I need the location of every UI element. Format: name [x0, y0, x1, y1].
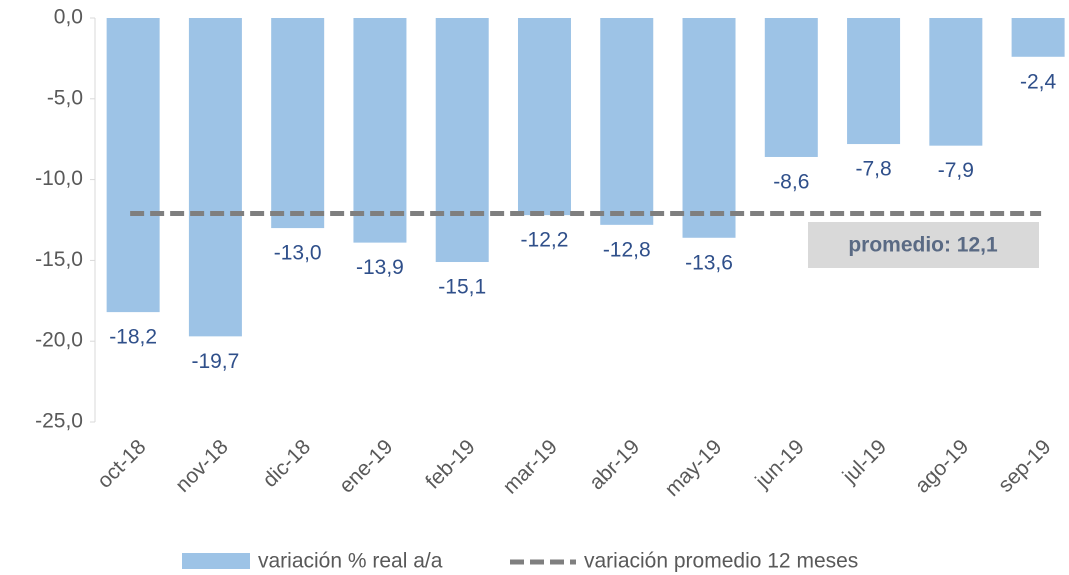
value-label: -18,2 — [109, 326, 157, 349]
y-tick-label: -10,0 — [35, 167, 83, 190]
y-tick-label: -20,0 — [35, 329, 83, 352]
value-label: -7,8 — [855, 158, 891, 181]
annotation: promedio: 12,1 — [848, 234, 998, 257]
bar — [1011, 18, 1065, 57]
bar — [435, 18, 489, 263]
y-tick-label: -25,0 — [35, 410, 83, 433]
x-tick-label: abr-19 — [585, 435, 644, 494]
x-tick-label: ene-19 — [335, 435, 398, 498]
x-tick-label: jun-19 — [750, 435, 808, 493]
x-tick-label: jul-19 — [838, 435, 891, 488]
annotation-box — [808, 222, 1039, 268]
x-tick-label: sep-19 — [994, 435, 1056, 497]
value-label: -13,6 — [685, 251, 733, 274]
bar — [682, 18, 736, 238]
bar — [847, 18, 901, 145]
value-label: -12,2 — [521, 229, 569, 252]
value-label: -19,7 — [191, 350, 239, 373]
y-tick-label: 0,0 — [54, 6, 83, 29]
value-label: -7,9 — [938, 159, 974, 182]
legend-label: variación % real a/a — [258, 550, 443, 573]
legend-swatch — [182, 553, 250, 569]
value-label: -15,1 — [438, 276, 486, 299]
x-tick-label: dic-18 — [258, 435, 315, 492]
x-tick-label: mar-19 — [499, 435, 562, 498]
bar — [517, 18, 571, 216]
value-label: -2,4 — [1020, 70, 1057, 93]
bar — [929, 18, 983, 146]
bar — [353, 18, 407, 243]
y-tick-label: -15,0 — [35, 248, 83, 271]
x-tick-label: feb-19 — [421, 435, 479, 493]
value-label: -13,0 — [274, 242, 322, 265]
y-tick-label: -5,0 — [47, 86, 83, 109]
bar — [106, 18, 160, 313]
bar — [271, 18, 325, 229]
value-label: -12,8 — [603, 238, 651, 261]
value-label: -8,6 — [773, 171, 809, 194]
bar — [188, 18, 242, 337]
value-label: -13,9 — [356, 256, 404, 279]
bar — [764, 18, 818, 157]
x-tick-label: oct-18 — [93, 435, 151, 493]
legend-label: variación promedio 12 meses — [584, 550, 858, 573]
x-tick-label: nov-18 — [171, 435, 233, 497]
x-tick-label: may-19 — [661, 435, 727, 501]
x-tick-label: ago-19 — [911, 435, 974, 498]
bar — [600, 18, 654, 225]
